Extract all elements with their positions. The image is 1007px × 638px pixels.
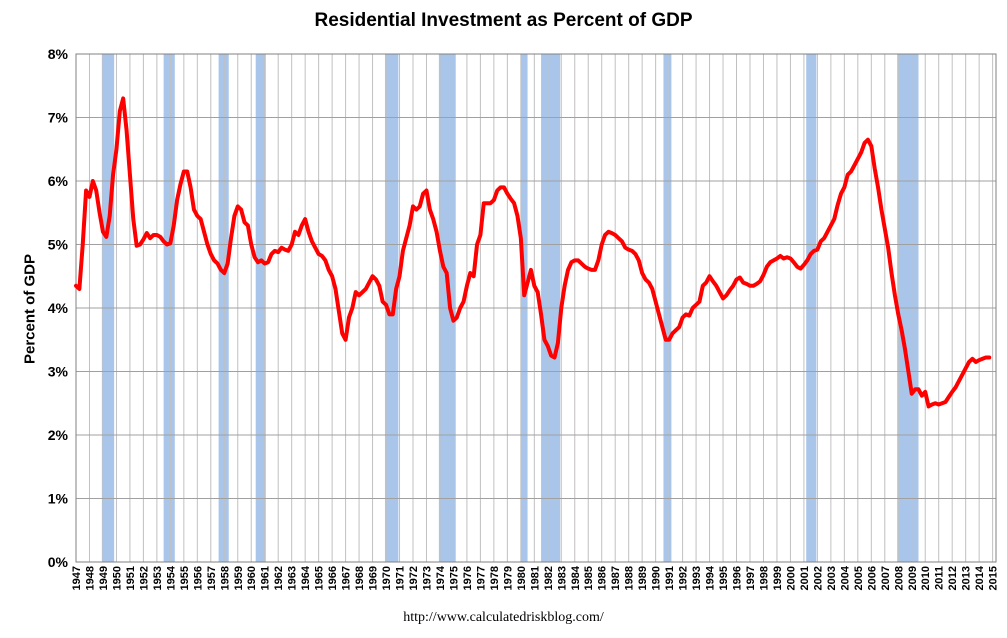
y-tick-label: 6%: [48, 173, 69, 189]
x-tick-label: 1956: [192, 566, 204, 590]
x-tick-label: 1997: [745, 566, 757, 590]
x-tick-label: 1948: [84, 566, 96, 590]
x-tick-label: 1973: [421, 566, 433, 590]
y-tick-label: 0%: [48, 554, 69, 570]
x-tick-label: 1962: [273, 566, 285, 590]
x-tick-label: 1967: [341, 566, 353, 590]
x-tick-label: 2001: [799, 566, 811, 590]
x-tick-label: 1955: [179, 566, 191, 590]
y-tick-label: 4%: [48, 300, 69, 316]
x-tick-label: 2015: [988, 566, 1000, 590]
x-tick-label: 1960: [246, 566, 258, 590]
x-tick-label: 2005: [853, 566, 865, 590]
x-tick-label: 1949: [98, 566, 110, 590]
x-tick-label: 1989: [637, 566, 649, 590]
x-tick-label: 1984: [570, 565, 582, 590]
x-tick-label: 2004: [839, 565, 851, 590]
x-tick-label: 1995: [718, 566, 730, 590]
x-tick-label: 1974: [435, 565, 447, 590]
x-tick-label: 1964: [300, 565, 312, 590]
x-tick-label: 2002: [812, 566, 824, 590]
x-tick-label: 1999: [772, 566, 784, 590]
x-tick-label: 1998: [758, 566, 770, 590]
x-tick-label: 1994: [705, 565, 717, 590]
x-tick-label: 1977: [475, 566, 487, 590]
x-tick-label: 1972: [408, 566, 420, 590]
x-tick-label: 1996: [732, 566, 744, 590]
x-tick-label: 1952: [138, 566, 150, 590]
x-tick-label: 2014: [974, 565, 986, 590]
x-tick-label: 1957: [206, 566, 218, 590]
x-tick-label: 1990: [651, 566, 663, 590]
x-tick-label: 1993: [691, 566, 703, 590]
x-tick-label: 1954: [165, 565, 177, 590]
x-tick-label: 1969: [368, 566, 380, 590]
x-tick-label: 1985: [583, 566, 595, 590]
x-tick-label: 1968: [354, 566, 366, 590]
x-tick-label: 1959: [233, 566, 245, 590]
x-tick-label: 2008: [893, 566, 905, 590]
x-tick-label: 1980: [516, 566, 528, 590]
y-tick-label: 2%: [48, 427, 69, 443]
x-tick-label: 1951: [125, 566, 137, 590]
x-tick-label: 1986: [597, 566, 609, 590]
x-tick-label: 1979: [502, 566, 514, 590]
x-tick-label: 1981: [529, 566, 541, 590]
source-url: http://www.calculatedriskblog.com/: [403, 610, 604, 625]
x-tick-label: 1978: [489, 566, 501, 590]
x-tick-label: 1971: [395, 566, 407, 590]
x-tick-label: 1983: [556, 566, 568, 590]
x-tick-label: 1992: [678, 566, 690, 590]
y-tick-label: 8%: [48, 46, 69, 62]
chart-title: Residential Investment as Percent of GDP: [314, 10, 693, 31]
x-tick-label: 2006: [866, 566, 878, 590]
x-tick-label: 2011: [934, 566, 946, 590]
x-tick-label: 2013: [961, 566, 973, 590]
x-tick-label: 1963: [287, 566, 299, 590]
y-tick-label: 3%: [48, 364, 69, 380]
x-tick-label: 1976: [462, 566, 474, 590]
x-tick-label: 2003: [826, 566, 838, 590]
x-tick-label: 1970: [381, 566, 393, 590]
y-tick-label: 7%: [48, 110, 69, 126]
x-tick-label: 2012: [947, 566, 959, 590]
x-tick-label: 1961: [260, 566, 272, 590]
x-tick-label: 1987: [610, 566, 622, 590]
x-tick-label: 2010: [920, 566, 932, 590]
series-line: [74, 96, 992, 409]
x-tick-label: 2009: [907, 566, 919, 590]
x-tick-label: 1950: [111, 566, 123, 590]
x-tick-label: 2007: [880, 566, 892, 590]
y-tick-label: 1%: [48, 491, 69, 507]
x-tick-label: 2000: [785, 566, 797, 590]
x-tick-label: 1958: [219, 566, 231, 590]
y-tick-label: 5%: [48, 237, 69, 253]
x-tick-label: 1966: [327, 566, 339, 590]
x-tick-label: 1975: [448, 566, 460, 590]
x-tick-label: 1988: [624, 566, 636, 590]
plot-border: [75, 53, 997, 563]
x-tick-label: 1947: [71, 566, 83, 590]
x-tick-label: 1965: [314, 566, 326, 590]
x-tick-label: 1991: [664, 566, 676, 590]
x-tick-label: 1953: [152, 566, 164, 590]
x-tick-label: 1982: [543, 566, 555, 590]
